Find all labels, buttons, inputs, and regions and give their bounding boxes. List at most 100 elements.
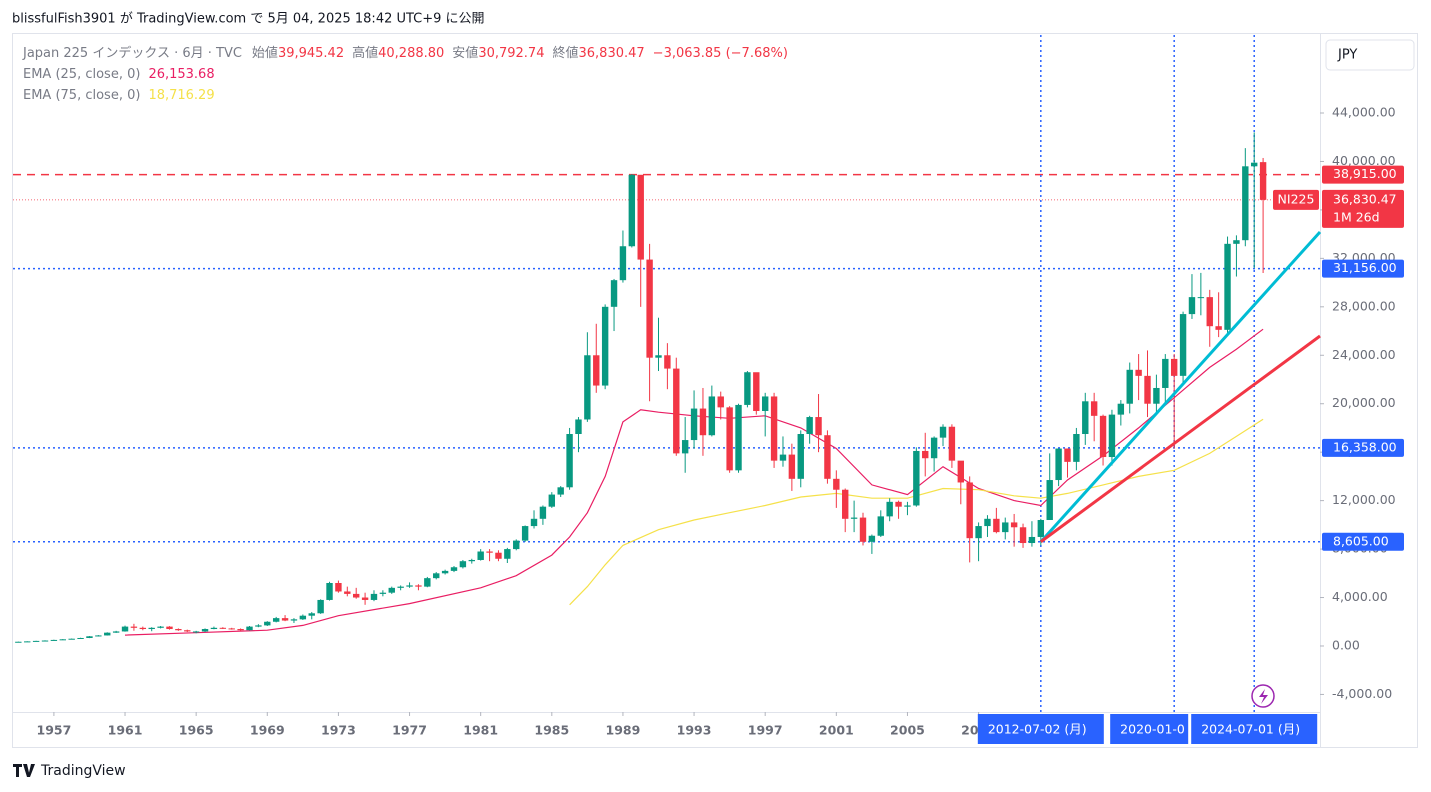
x-tick-label: 1969: [250, 723, 285, 738]
candle-body: [895, 501, 902, 507]
x-tick-label: 1965: [179, 723, 214, 738]
candle-body: [779, 454, 787, 461]
candle-body: [930, 437, 938, 459]
date-badge: [977, 714, 1104, 744]
candle-body: [1055, 448, 1062, 481]
x-tick-label: 1997: [748, 723, 783, 738]
candle-body: [370, 593, 378, 600]
candle-body: [1073, 434, 1080, 462]
candle-body: [112, 631, 120, 633]
candle-body: [619, 246, 627, 281]
candle-body: [806, 417, 813, 435]
candle-body: [815, 417, 822, 436]
candle-body: [32, 640, 40, 642]
ohlc-label: 安値: [452, 45, 478, 61]
candle-body: [139, 627, 147, 630]
candle-body: [593, 355, 600, 386]
legend-main: Japan 225 インデックス · 6月 · TVC 始値39,945.42 高値…: [22, 45, 788, 61]
candle-body: [753, 372, 760, 411]
candle-body: [886, 501, 893, 517]
event-bolt: [1259, 689, 1268, 704]
candle-body: [157, 626, 164, 628]
candle-body: [1090, 401, 1098, 416]
candle-body: [948, 426, 956, 461]
trend-line: [1039, 334, 1321, 543]
caption: blissfulFish3901 が TradingView.com で 5月 …: [12, 12, 485, 27]
candle-body: [842, 489, 849, 519]
candle-body: [788, 454, 796, 479]
candle-body: [148, 627, 155, 630]
candle-body: [1233, 240, 1240, 244]
candle-body: [77, 637, 84, 639]
ema-line: [124, 328, 1264, 636]
currency-button[interactable]: [1325, 39, 1415, 71]
candle-body: [175, 629, 182, 631]
candle-body: [1153, 387, 1160, 404]
price-badge-label: 16,358.00: [1333, 439, 1397, 454]
symbol-tag: [1273, 189, 1319, 210]
date-badge-label: 2012-07-02 (月): [988, 722, 1087, 737]
price-badge: [1322, 438, 1404, 457]
y-tick-label: -4,000.00: [1332, 686, 1392, 701]
candle-body: [521, 526, 529, 541]
ema-value: 26,153.68: [148, 67, 214, 82]
ohlc-value: 40,288.80: [378, 46, 444, 61]
candle-body: [904, 505, 911, 507]
candle-body: [441, 570, 449, 574]
ohlc-value: 39,945.42: [278, 46, 344, 61]
y-tick-label: 4,000.00: [1332, 589, 1388, 604]
symbol: Japan 225 インデックス · 6月 · TVC: [22, 45, 242, 61]
x-tick-label: 1993: [677, 723, 712, 738]
candle-body: [557, 487, 564, 495]
ema-name: EMA (75, close, 0): [23, 88, 140, 103]
candle-body: [290, 619, 298, 621]
candle-body: [486, 551, 493, 553]
candle-body: [539, 506, 547, 519]
change: −3,063.85 (−7.68%): [653, 46, 788, 61]
candle-body: [699, 408, 707, 436]
candle-body: [184, 630, 191, 632]
candle-body: [575, 419, 582, 435]
candle-body: [1037, 520, 1045, 537]
candle-body: [735, 404, 742, 471]
candle-body: [610, 280, 618, 307]
candle-body: [433, 573, 440, 579]
x-tick-label: 1977: [392, 723, 427, 738]
candle-body: [1099, 415, 1107, 458]
x-tick-label: 1985: [534, 723, 569, 738]
candle-body: [1162, 358, 1169, 388]
candle-body: [1019, 527, 1027, 544]
x-tick-label: 1961: [108, 723, 143, 738]
candle-body: [584, 355, 591, 420]
candle-body: [406, 585, 413, 587]
candle-body: [459, 561, 467, 568]
candle-body: [210, 627, 218, 630]
candle-body: [1224, 243, 1231, 330]
candle-body: [1002, 522, 1009, 533]
ohlc-label: 終値: [552, 45, 578, 61]
candle-body: [833, 478, 840, 490]
last-price-label: 36,830.47: [1333, 191, 1397, 206]
candle-body: [664, 355, 671, 369]
candle-body: [993, 518, 1000, 533]
candle-body: [130, 626, 138, 628]
candle-body: [361, 597, 369, 600]
x-tick-label: 1957: [37, 723, 72, 738]
candle-body: [761, 396, 769, 411]
y-tick-label: 20,000.00: [1332, 395, 1396, 410]
candle-body: [868, 535, 876, 542]
candle-body: [255, 625, 262, 627]
y-tick-label: 40,000.00: [1332, 153, 1396, 168]
price-badge: [1322, 259, 1404, 278]
candle-body: [86, 636, 93, 638]
candle-body: [966, 482, 973, 539]
candle-body: [415, 585, 422, 587]
candle-body: [957, 460, 964, 483]
currency[interactable]: JPY: [1337, 48, 1357, 63]
date-badge: [1110, 714, 1189, 744]
candle-body: [628, 174, 636, 247]
candle-body: [246, 626, 253, 631]
ohlc-label: 高値: [352, 45, 378, 61]
candle-body: [673, 368, 680, 454]
